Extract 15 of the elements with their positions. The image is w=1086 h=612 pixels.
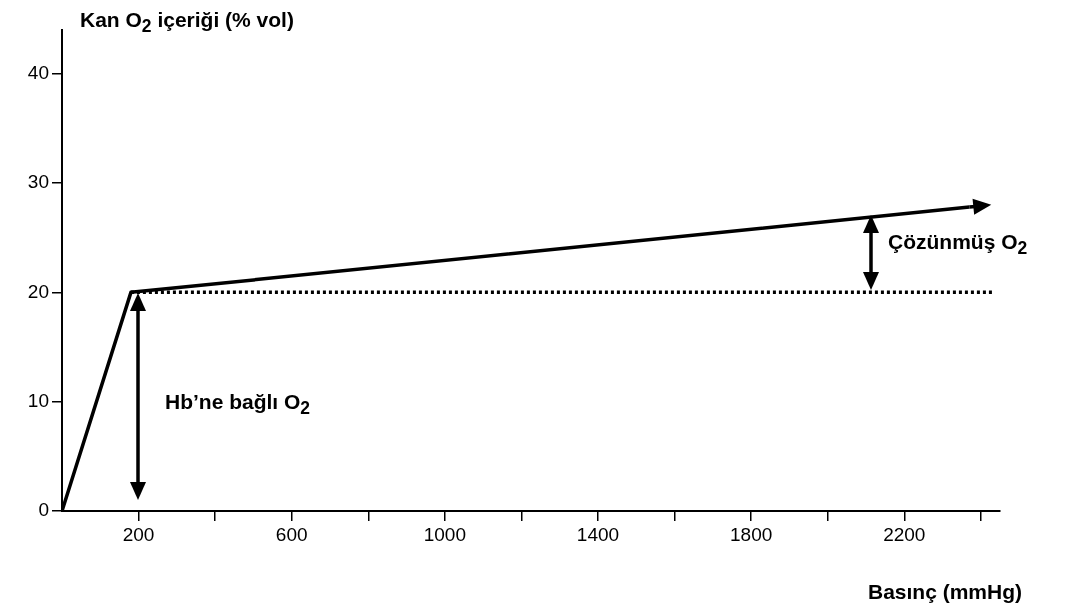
y-axis-title: Kan O$_{2}$ içeriği (% vol) [80, 7, 294, 37]
y-tick-label: 10 [27, 389, 49, 411]
annotation: Hb’ne bağlı O$_{2}$ [165, 389, 311, 419]
y-tick-label: 20 [27, 280, 49, 302]
x-tick-label: 1400 [576, 523, 620, 545]
y-tick-label: 40 [27, 61, 49, 83]
x-tick-label: 600 [275, 523, 308, 545]
x-tick-label: 1800 [730, 523, 773, 545]
x-tick-label: 200 [122, 523, 155, 545]
annotation: Çözünmüş O$_{2}$ [888, 229, 1028, 259]
x-tick-label: 1000 [423, 523, 466, 545]
x-tick-label: 2200 [883, 523, 926, 545]
x-axis-title: Basınç (mmHg) [868, 580, 1023, 604]
y-tick-label: 30 [27, 171, 49, 193]
y-tick-label: 0 [38, 499, 49, 521]
